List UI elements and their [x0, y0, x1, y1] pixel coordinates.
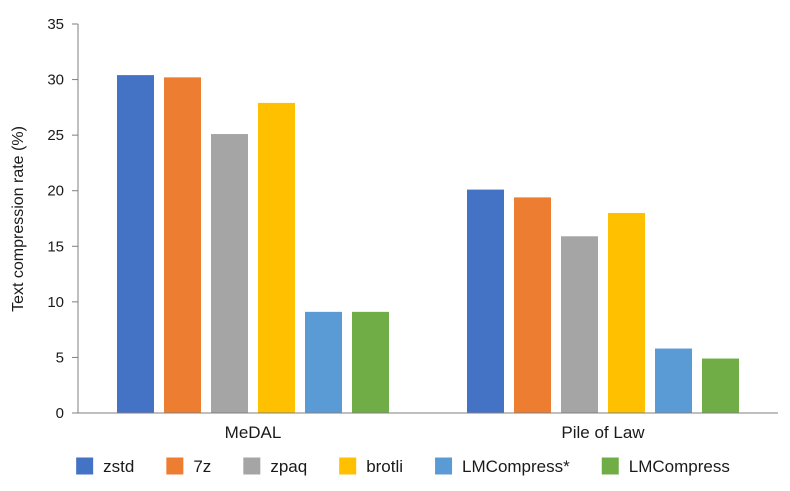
bar-zpaq-0: [211, 134, 248, 413]
legend-swatch: [243, 457, 261, 475]
bar-brotli-0: [258, 102, 295, 413]
bar-zpaq-1: [561, 236, 598, 413]
y-tick-label: 0: [56, 405, 64, 422]
y-tick-label: 20: [47, 183, 64, 200]
y-tick-label: 5: [56, 349, 64, 366]
bar-brotli-1: [608, 212, 645, 413]
legend: zstd 7z zpaq brotli LMCompress* LMCompress: [76, 457, 730, 476]
legend-swatch: [76, 457, 94, 475]
bar-7z-0: [164, 77, 201, 413]
x-category-label: MeDAL: [225, 423, 282, 442]
legend-label: 7z: [193, 457, 211, 476]
legend-swatch: [339, 457, 357, 475]
x-category-label: Pile of Law: [561, 423, 645, 442]
legend-label: LMCompress*: [462, 457, 570, 476]
bar-zstd-1: [467, 189, 504, 413]
x-axis: MeDAL Pile of Law: [78, 412, 778, 442]
y-tick-label: 35: [47, 16, 64, 33]
y-tick-label: 25: [47, 127, 64, 144]
legend-label: zpaq: [270, 457, 307, 476]
y-axis-label: Text compression rate (%): [10, 126, 27, 312]
bar-lmcompress-0: [352, 311, 389, 413]
legend-swatch: [435, 457, 453, 475]
bar-lmcompress-1: [702, 358, 739, 413]
legend-swatch: [166, 457, 184, 475]
legend-label: brotli: [366, 457, 403, 476]
bars: [117, 75, 739, 413]
legend-swatch: [601, 457, 619, 475]
legend-label: zstd: [103, 457, 134, 476]
y-tick-label: 15: [47, 238, 64, 255]
y-tick-label: 30: [47, 72, 64, 89]
y-tick-label: 10: [47, 294, 64, 311]
bar-lmcompress-1: [655, 348, 692, 413]
bar-zstd-0: [117, 75, 154, 413]
legend-label: LMCompress: [629, 457, 730, 476]
bar-lmcompress-0: [305, 311, 342, 413]
y-axis: 0 5 10 15 20 25 30 35: [47, 16, 79, 422]
bar-7z-1: [514, 197, 551, 413]
